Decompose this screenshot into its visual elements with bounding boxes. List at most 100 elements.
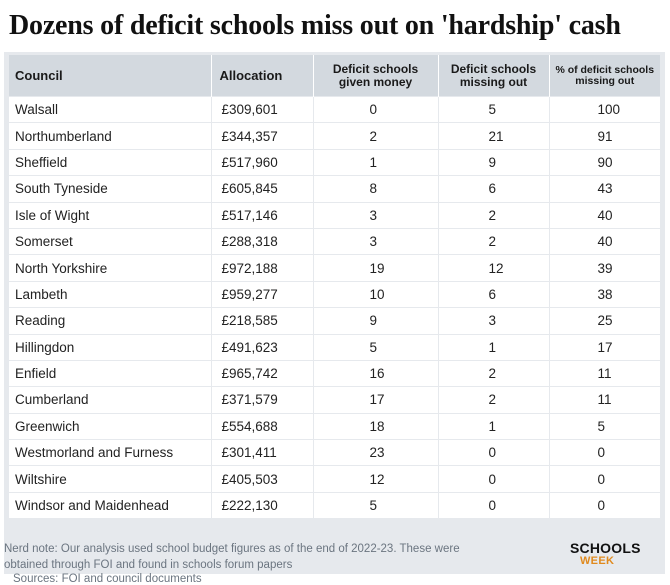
table-row: Cumberland £371,579 17 2 11 [9,386,660,414]
table-row: Isle of Wight £517,146 3 2 40 [9,201,660,229]
allocation-cell: £491,623 [210,333,313,361]
given-money-cell: 17 [312,386,438,414]
missing-out-cell: 0 [437,465,549,493]
table-row: Lambeth £959,277 10 6 38 [9,280,660,308]
council-cell: Somerset [9,227,211,255]
table-row: Windsor and Maidenhead £222,130 5 0 0 [9,491,660,519]
council-cell: Isle of Wight [9,201,211,229]
council-cell: Enfield [9,359,211,387]
missing-out-cell: 6 [437,280,549,308]
schools-week-logo: SCHOOLS WEEK [570,540,650,568]
allocation-cell: £972,188 [210,254,313,282]
given-money-cell: 10 [312,280,438,308]
allocation-cell: £301,411 [210,439,313,466]
percent-cell: 100 [548,95,660,123]
allocation-cell: £965,742 [210,359,313,387]
header-given-money: Deficit schools given money [312,55,438,97]
table-header-row: Council Allocation Deficit schools given… [9,55,660,97]
given-money-cell: 3 [312,201,438,229]
missing-out-cell: 9 [437,148,549,176]
percent-cell: 0 [548,465,660,493]
given-money-cell: 23 [312,439,438,466]
given-money-cell: 8 [312,175,438,203]
missing-out-cell: 2 [437,201,549,229]
sources-text: Sources: FOI and council documents [13,573,202,585]
page-title: Dozens of deficit schools miss out on 'h… [9,10,621,41]
missing-out-cell: 12 [437,254,549,282]
percent-cell: 43 [548,175,660,203]
council-cell: Northumberland [9,122,211,150]
header-percent-missing-out: % of deficit schools missing out [548,55,660,97]
percent-cell: 0 [548,491,660,519]
data-table: Council Allocation Deficit schools given… [9,55,660,519]
missing-out-cell: 2 [437,386,549,414]
percent-cell: 11 [548,386,660,414]
given-money-cell: 1 [312,148,438,176]
table-row: Hillingdon £491,623 5 1 17 [9,333,660,361]
allocation-cell: £405,503 [210,465,313,493]
missing-out-cell: 6 [437,175,549,203]
given-money-cell: 16 [312,359,438,387]
council-cell: Reading [9,307,211,335]
missing-out-cell: 2 [437,227,549,255]
percent-cell: 17 [548,333,660,361]
header-allocation: Allocation [210,55,313,97]
table-row: Reading £218,585 9 3 25 [9,307,660,335]
missing-out-cell: 1 [437,333,549,361]
percent-cell: 40 [548,227,660,255]
table-row: Northumberland £344,357 2 21 91 [9,122,660,150]
percent-cell: 91 [548,122,660,150]
missing-out-cell: 0 [437,439,549,466]
council-cell: Wiltshire [9,465,211,493]
council-cell: Westmorland and Furness [9,439,211,466]
allocation-cell: £959,277 [210,280,313,308]
allocation-cell: £371,579 [210,386,313,414]
allocation-cell: £517,146 [210,201,313,229]
given-money-cell: 12 [312,465,438,493]
allocation-cell: £288,318 [210,227,313,255]
logo-top-text: SCHOOLS [570,540,641,556]
table-card: Council Allocation Deficit schools given… [4,52,665,585]
council-cell: North Yorkshire [9,254,211,282]
given-money-cell: 19 [312,254,438,282]
percent-cell: 25 [548,307,660,335]
allocation-cell: £344,357 [210,122,313,150]
table-row: Enfield £965,742 16 2 11 [9,359,660,387]
percent-cell: 5 [548,412,660,440]
table-row: South Tyneside £605,845 8 6 43 [9,175,660,203]
council-cell: Greenwich [9,412,211,440]
missing-out-cell: 2 [437,359,549,387]
table-row: Greenwich £554,688 18 1 5 [9,412,660,440]
table-row: Westmorland and Furness £301,411 23 0 0 [9,439,660,466]
table-row: Sheffield £517,960 1 9 90 [9,148,660,176]
council-cell: Sheffield [9,148,211,176]
council-cell: Walsall [9,95,211,123]
percent-cell: 0 [548,439,660,466]
missing-out-cell: 21 [437,122,549,150]
header-council: Council [9,55,211,97]
table-row: North Yorkshire £972,188 19 12 39 [9,254,660,282]
missing-out-cell: 5 [437,95,549,123]
missing-out-cell: 0 [437,491,549,519]
allocation-cell: £605,845 [210,175,313,203]
allocation-cell: £554,688 [210,412,313,440]
nerd-note: Nerd note: Our analysis used school budg… [4,543,460,571]
logo-bottom-text: WEEK [580,555,615,567]
allocation-cell: £309,601 [210,95,313,123]
percent-cell: 39 [548,254,660,282]
council-cell: Windsor and Maidenhead [9,491,211,519]
percent-cell: 11 [548,359,660,387]
missing-out-cell: 1 [437,412,549,440]
percent-cell: 90 [548,148,660,176]
given-money-cell: 2 [312,122,438,150]
percent-cell: 40 [548,201,660,229]
header-missing-out: Deficit schools missing out [437,55,549,97]
given-money-cell: 5 [312,333,438,361]
table-body: Walsall £309,601 0 5 100 Northumberland £344,3… [9,95,660,519]
allocation-cell: £222,130 [210,491,313,519]
council-cell: Cumberland [9,386,211,414]
given-money-cell: 3 [312,227,438,255]
given-money-cell: 18 [312,412,438,440]
table-row: Walsall £309,601 0 5 100 [9,95,660,123]
